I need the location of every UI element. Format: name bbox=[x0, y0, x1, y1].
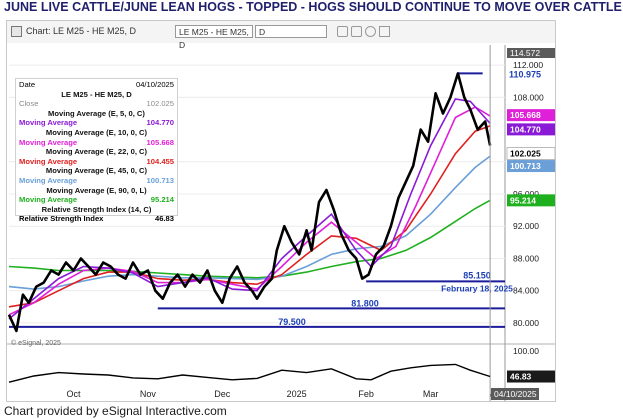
legend-ma-value: 104.770 bbox=[146, 118, 174, 128]
ma45-line bbox=[8, 155, 491, 290]
legend-ma-title-text: Moving Average (E, 90, 0, L) bbox=[46, 185, 147, 195]
legend-ma-label: Moving Average bbox=[19, 118, 78, 128]
legend-ma-value: 100.713 bbox=[146, 175, 174, 185]
price-tag bbox=[507, 160, 555, 173]
legend-date-value: 04/10/2025 bbox=[135, 80, 174, 89]
ma10-line bbox=[8, 106, 491, 316]
legend-ma-title: Moving Average (E, 22, 0, C) bbox=[19, 147, 174, 157]
toolbar-icon-2[interactable] bbox=[351, 26, 362, 37]
legend-ma-value-row: Moving Average 104.455 bbox=[19, 157, 174, 167]
legend-ma-label: Moving Average bbox=[19, 137, 78, 147]
x-tick-label: Dec bbox=[214, 389, 231, 399]
legend-ma-value-row: Moving Average 95.214 bbox=[19, 195, 174, 205]
legend-ma-value-row: Moving Average 100.713 bbox=[19, 176, 174, 186]
legend-rsi-label: Relative Strength Index bbox=[19, 214, 104, 224]
price-line bbox=[7, 72, 492, 333]
price-tag bbox=[507, 194, 555, 207]
x-tick-label: Oct bbox=[66, 389, 81, 399]
legend-ma-rows: Moving Average (E, 5, 0, C) Moving Averag… bbox=[19, 109, 174, 205]
toolbar-icon-4[interactable] bbox=[379, 26, 390, 37]
legend-date-label: Date bbox=[19, 80, 36, 89]
y-tick-label: 108.000 bbox=[513, 92, 544, 102]
legend-ma-title: Moving Average (E, 45, 0, C) bbox=[19, 166, 174, 176]
legend-symbol: LE M25 - HE M25, D bbox=[61, 89, 132, 99]
price-tag-text: 105.668 bbox=[510, 110, 541, 120]
y-tick-label: 96.000 bbox=[513, 189, 539, 199]
feb-low-label: 85.150 bbox=[463, 270, 491, 280]
legend-ma-label: Moving Average bbox=[19, 175, 78, 185]
legend-ma-value-row: Moving Average 104.770 bbox=[19, 118, 174, 128]
chart-headline: JUNE LIVE CATTLE/JUNE LEAN HOGS - TOPPED… bbox=[4, 0, 622, 14]
legend-ma-label: Moving Average bbox=[19, 156, 78, 166]
legend-ma-value: 95.214 bbox=[150, 195, 174, 205]
rsi-line bbox=[8, 363, 491, 383]
mid-level-label: 81.800 bbox=[351, 298, 379, 308]
legend-close-row: Close 102.025 bbox=[19, 99, 174, 109]
chart-menu-icon[interactable] bbox=[11, 26, 22, 37]
y-tick-label: 92.000 bbox=[513, 221, 539, 231]
legend-ma-value-row: Moving Average 105.668 bbox=[19, 138, 174, 148]
date-cursor-tag bbox=[491, 388, 539, 400]
top-price-tag bbox=[507, 48, 555, 58]
legend-ma-title-text: Moving Average (E, 22, 0, C) bbox=[45, 147, 148, 157]
top-price-tag-text: 114.572 bbox=[510, 48, 540, 58]
legend-close-label: Close bbox=[19, 99, 39, 109]
copyright-text: © eSignal, 2025 bbox=[11, 339, 61, 347]
legend-ma-title-text: Moving Average (E, 45, 0, C) bbox=[45, 166, 148, 176]
legend-rsi-title-row: Relative Strength Index (14, C) bbox=[19, 205, 174, 215]
legend-ma-title: Moving Average (E, 90, 0, L) bbox=[19, 186, 174, 196]
y-tick-label: 80.000 bbox=[513, 318, 539, 328]
price-tag-text: 95.214 bbox=[510, 195, 536, 205]
price-tag bbox=[507, 123, 555, 136]
interval-select[interactable]: D bbox=[255, 25, 327, 38]
window-title: Chart: LE M25 - HE M25, D bbox=[26, 26, 137, 36]
toolbar-icon-3[interactable] bbox=[365, 26, 376, 37]
price-tag-text: 100.713 bbox=[510, 161, 541, 171]
legend-rsi-row: Relative Strength Index 46.83 bbox=[19, 214, 174, 224]
legend-date-row: Date 04/10/2025 bbox=[19, 80, 174, 90]
chart-credit: Chart provided by eSignal Interactive.co… bbox=[4, 404, 227, 418]
price-tag-text: 104.770 bbox=[510, 124, 541, 134]
price-tag-text: 102.025 bbox=[510, 148, 541, 158]
y-tick-label: 88.000 bbox=[513, 253, 539, 263]
chart-window: 112.000108.000100.00096.00092.00088.0008… bbox=[6, 20, 556, 402]
legend-ma-title: Moving Average (E, 10, 0, C) bbox=[19, 128, 174, 138]
feb-low-date: February 18, 2025 bbox=[441, 283, 513, 293]
legend-ma-value: 105.668 bbox=[146, 137, 174, 147]
legend-rsi-title: Relative Strength Index (14, C) bbox=[41, 204, 152, 214]
legend-close-value: 102.025 bbox=[146, 99, 174, 109]
rsi-tick-label: 100.00 bbox=[513, 346, 539, 356]
y-tick-label: 112.000 bbox=[513, 60, 543, 70]
price-tag bbox=[507, 109, 555, 122]
y-tick-label: 84.000 bbox=[513, 286, 539, 296]
chart-toolbar: Chart: LE M25 - HE M25, D LE M25 - HE M2… bbox=[7, 21, 555, 50]
low-level-label: 79.500 bbox=[278, 317, 306, 327]
legend-ma-title: Moving Average (E, 5, 0, C) bbox=[19, 109, 174, 119]
data-window: Date 04/10/2025 LE M25 - HE M25, D Close… bbox=[15, 78, 178, 223]
ma22-line bbox=[8, 125, 491, 308]
legend-ma-title-text: Moving Average (E, 5, 0, C) bbox=[48, 108, 145, 118]
x-tick-label: Mar bbox=[423, 389, 439, 399]
x-tick-label: Nov bbox=[140, 389, 157, 399]
legend-ma-value: 104.455 bbox=[146, 156, 174, 166]
toolbar-icon-1[interactable] bbox=[337, 26, 348, 37]
high-label: 110.975 bbox=[509, 69, 541, 79]
legend-symbol-row: LE M25 - HE M25, D bbox=[19, 90, 174, 100]
symbol-input[interactable]: LE M25 - HE M25, D bbox=[175, 25, 253, 50]
legend-ma-label: Moving Average bbox=[19, 195, 78, 205]
x-tick-label: Feb bbox=[358, 389, 374, 399]
rsi-value-tag-text: 46.83 bbox=[510, 372, 532, 382]
price-tag bbox=[506, 146, 555, 160]
rsi-value-tag bbox=[507, 370, 555, 383]
date-cursor-text: 04/10/2025 bbox=[494, 389, 537, 399]
legend-rsi-value: 46.83 bbox=[154, 214, 174, 224]
legend-ma-title-text: Moving Average (E, 10, 0, C) bbox=[45, 127, 148, 137]
ma5-line bbox=[8, 98, 491, 320]
x-tick-label: 2025 bbox=[287, 389, 307, 399]
